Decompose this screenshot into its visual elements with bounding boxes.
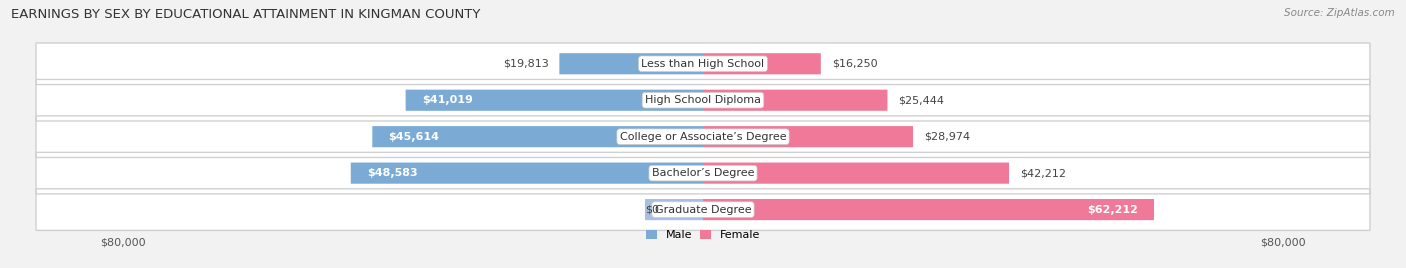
FancyBboxPatch shape xyxy=(37,43,1369,84)
Text: Graduate Degree: Graduate Degree xyxy=(655,204,751,215)
Text: $16,250: $16,250 xyxy=(832,59,877,69)
Text: $25,444: $25,444 xyxy=(898,95,945,105)
Text: Source: ZipAtlas.com: Source: ZipAtlas.com xyxy=(1284,8,1395,18)
FancyBboxPatch shape xyxy=(703,163,1010,184)
Text: Bachelor’s Degree: Bachelor’s Degree xyxy=(652,168,754,178)
Text: $41,019: $41,019 xyxy=(422,95,472,105)
Text: $62,212: $62,212 xyxy=(1087,204,1137,215)
FancyBboxPatch shape xyxy=(350,163,703,184)
FancyBboxPatch shape xyxy=(645,199,703,220)
Legend: Male, Female: Male, Female xyxy=(645,230,761,240)
Text: Less than High School: Less than High School xyxy=(641,59,765,69)
FancyBboxPatch shape xyxy=(37,189,1369,230)
Text: $19,813: $19,813 xyxy=(503,59,548,69)
Text: $28,974: $28,974 xyxy=(924,132,970,142)
Text: $45,614: $45,614 xyxy=(388,132,440,142)
FancyBboxPatch shape xyxy=(703,199,1154,220)
Text: $48,583: $48,583 xyxy=(367,168,418,178)
FancyBboxPatch shape xyxy=(37,152,1369,194)
FancyBboxPatch shape xyxy=(703,53,821,74)
FancyBboxPatch shape xyxy=(373,126,703,147)
FancyBboxPatch shape xyxy=(703,126,912,147)
Text: $0: $0 xyxy=(645,204,659,215)
FancyBboxPatch shape xyxy=(405,90,703,111)
Text: EARNINGS BY SEX BY EDUCATIONAL ATTAINMENT IN KINGMAN COUNTY: EARNINGS BY SEX BY EDUCATIONAL ATTAINMEN… xyxy=(11,8,481,21)
FancyBboxPatch shape xyxy=(37,79,1369,121)
Text: High School Diploma: High School Diploma xyxy=(645,95,761,105)
Text: $42,212: $42,212 xyxy=(1019,168,1066,178)
FancyBboxPatch shape xyxy=(703,90,887,111)
FancyBboxPatch shape xyxy=(37,116,1369,158)
Text: College or Associate’s Degree: College or Associate’s Degree xyxy=(620,132,786,142)
FancyBboxPatch shape xyxy=(560,53,703,74)
